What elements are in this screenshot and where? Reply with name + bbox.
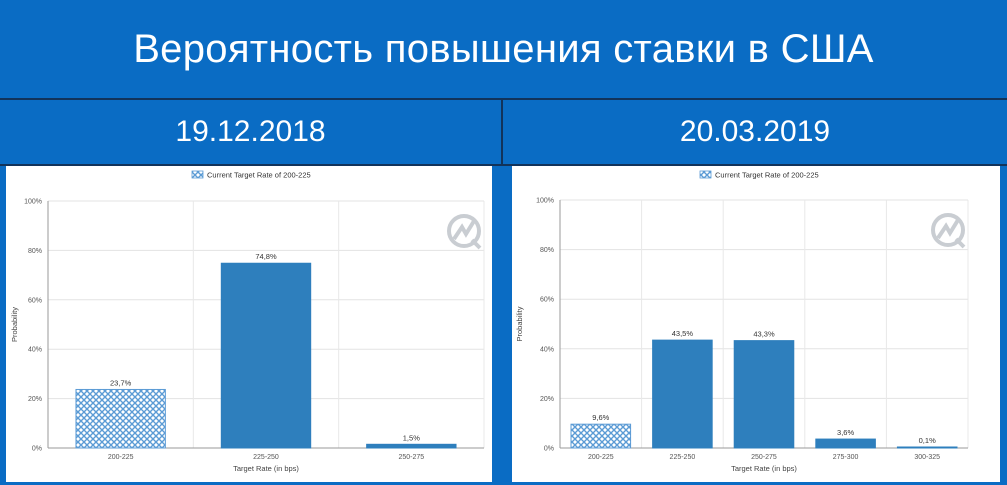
legend-swatch (699, 170, 712, 179)
y-tick-label: 60% (540, 297, 554, 304)
bar-250-275 (366, 443, 457, 449)
x-axis-title: Target Rate (in bps) (233, 464, 299, 473)
x-axis-title: Target Rate (in bps) (731, 464, 797, 473)
divider-middle (0, 164, 1007, 166)
y-tick-label: 20% (540, 396, 554, 403)
bar-value-label: 9,6% (592, 413, 609, 422)
bar-225-250 (652, 339, 713, 449)
legend-label: Current Target Rate of 200-225 (207, 171, 311, 180)
bar-200-225 (570, 423, 632, 449)
slide-title: Вероятность повышения ставки в США (133, 26, 874, 71)
chart-left: Current Target Rate of 200-225 0% 20% 40% 60… (10, 170, 485, 473)
divider-vertical (501, 98, 503, 166)
y-tick-label: 100% (536, 198, 554, 205)
date-right: 20.03.2019 (679, 115, 831, 148)
y-tick-label: 0% (32, 446, 42, 453)
legend-label: Current Target Rate of 200-225 (715, 171, 819, 180)
y-tick-label: 80% (540, 247, 554, 254)
y-axis-title: Probability (515, 306, 524, 341)
y-tick-label: 40% (28, 347, 42, 354)
watermark-logo (931, 213, 966, 249)
bar-225-250 (220, 262, 312, 449)
bar-275-300 (815, 438, 876, 449)
bar-300-325 (896, 446, 958, 449)
bar-value-label: 0,1% (919, 436, 936, 445)
divider-top (0, 98, 1007, 100)
bar-value-label: 43,3% (753, 330, 775, 339)
y-tick-label: 0% (544, 446, 554, 453)
x-tick-label: 250-275 (751, 454, 777, 461)
bar-value-label: 1,5% (403, 433, 420, 442)
bar-value-label: 74,8% (255, 252, 277, 261)
y-axis-title: Probability (10, 307, 19, 342)
bar-value-label: 3,6% (837, 428, 854, 437)
y-tick-label: 40% (540, 346, 554, 353)
x-tick-label: 225-250 (253, 454, 279, 461)
x-tick-label: 275-300 (833, 454, 859, 461)
chart-legend: Current Target Rate of 200-225 (699, 170, 819, 180)
chart-right: Current Target Rate of 200-225 0% 20% 40% 60… (515, 170, 969, 473)
x-tick-label: 225-250 (670, 454, 696, 461)
x-tick-label: 200-225 (588, 454, 614, 461)
chart-legend: Current Target Rate of 200-225 (191, 170, 311, 180)
y-tick-label: 60% (28, 297, 42, 304)
x-tick-label: 300-325 (914, 454, 940, 461)
chart-panel-left: Current Target Rate of 200-225 0% 20% 40% 60… (6, 166, 492, 482)
watermark-logo (447, 214, 482, 250)
x-tick-label: 200-225 (108, 454, 134, 461)
y-tick-label: 100% (24, 199, 42, 206)
y-tick-label: 80% (28, 248, 42, 255)
bar-value-label: 43,5% (672, 329, 694, 338)
x-tick-label: 250-275 (398, 454, 424, 461)
bar-value-label: 23,7% (110, 378, 132, 387)
chart-panel-right: Current Target Rate of 200-225 0% 20% 40% 60… (512, 166, 1000, 482)
legend-swatch (191, 170, 204, 179)
bar-200-225 (75, 388, 166, 449)
bar-250-275 (733, 340, 795, 449)
date-left: 19.12.2018 (175, 115, 326, 148)
y-tick-label: 20% (28, 396, 42, 403)
